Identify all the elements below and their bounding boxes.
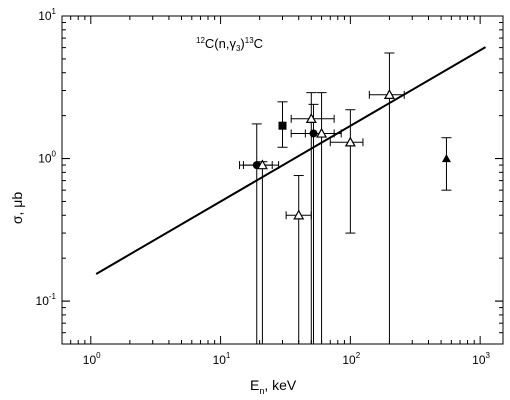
y-tick-exponent: 0 — [52, 150, 57, 159]
annotation-mass-13: 13 — [245, 36, 254, 45]
y-axis-label: σ, μb — [9, 192, 25, 224]
y-tick-exponent: 1 — [52, 7, 57, 16]
y-tick-base: 10 — [38, 9, 52, 23]
x-tick-label: 103 — [472, 351, 490, 367]
fit-line — [95, 46, 487, 275]
data-point-triangle-filled — [441, 154, 451, 163]
data-point-triangle-open — [305, 113, 317, 124]
x-tick-base: 10 — [472, 353, 486, 367]
reaction-annotation: 12C(n,γ3)13C — [196, 36, 263, 53]
data-point-triangle-open — [383, 89, 395, 100]
data-point-triangle-open — [256, 159, 268, 170]
annotation-paren: ) — [240, 36, 244, 51]
x-tick-label: 101 — [213, 351, 231, 367]
data-point-triangle-open — [293, 209, 305, 220]
x-label-main: E — [250, 377, 259, 393]
x-label-rest: , keV — [264, 377, 297, 393]
data-markers — [252, 89, 451, 220]
x-tick-exponent: 3 — [486, 351, 491, 360]
y-tick-label: 100 — [38, 150, 56, 166]
y-tick-exponent: -1 — [49, 292, 57, 301]
annotation-mass-12: 12 — [196, 36, 205, 45]
data-point-triangle-open — [316, 127, 328, 138]
x-tick-base: 10 — [342, 353, 356, 367]
y-tick-label: 10-1 — [36, 292, 57, 308]
data-point-square — [278, 121, 287, 130]
plot-frame — [61, 15, 504, 345]
error-bars — [239, 52, 452, 344]
x-tick-label: 100 — [83, 351, 101, 367]
data-point-triangle-open — [344, 136, 356, 147]
x-tick-exponent: 2 — [356, 351, 361, 360]
annotation-gamma-sub: 3 — [236, 44, 241, 53]
y-tick-base: 10 — [36, 294, 50, 308]
x-axis-label: En, keV — [250, 377, 297, 396]
x-tick-base: 10 — [83, 353, 97, 367]
y-tick-base: 10 — [38, 152, 52, 166]
x-tick-label: 102 — [342, 351, 360, 367]
annotation-reaction: C(n,γ — [205, 36, 237, 51]
data-point-circle — [309, 129, 318, 138]
x-tick-base: 10 — [213, 353, 227, 367]
x-tick-exponent: 1 — [226, 351, 231, 360]
y-tick-label: 101 — [38, 7, 56, 23]
annotation-product: C — [254, 36, 263, 51]
x-tick-exponent: 0 — [96, 351, 101, 360]
x-label-sub: n — [259, 386, 264, 396]
axis-ticks — [61, 15, 503, 345]
